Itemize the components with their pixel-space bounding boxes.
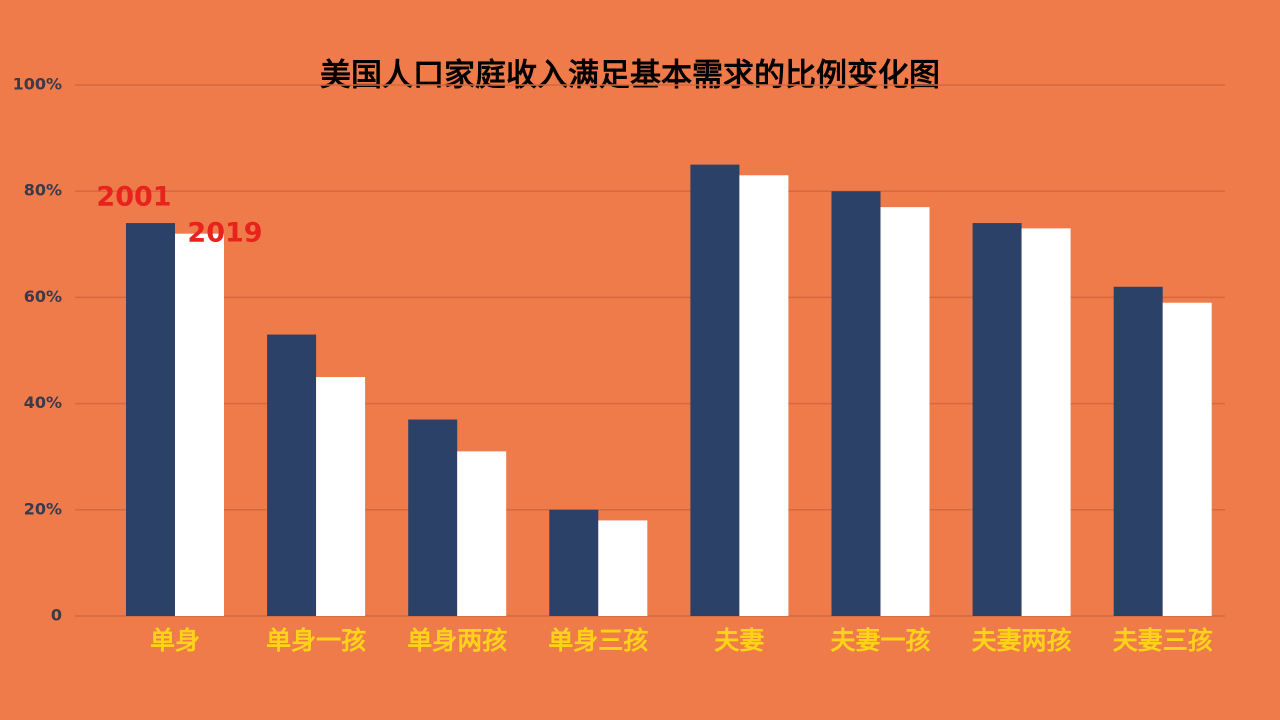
bar (1113, 286, 1163, 616)
bar (126, 223, 175, 616)
x-tick-label: 夫妻 (714, 626, 764, 655)
chart-title: 美国人口家庭收入满足基本需求的比例变化图 (320, 58, 940, 94)
bar (267, 334, 317, 616)
legend-label: 2019 (187, 218, 262, 249)
x-tick-label: 单身一孩 (266, 626, 366, 655)
bar (598, 520, 648, 616)
bar (316, 377, 366, 616)
y-tick-label: 80% (24, 181, 62, 200)
legend-label: 2001 (96, 182, 171, 213)
y-tick-label: 20% (24, 499, 62, 518)
x-tick-label: 单身两孩 (407, 626, 507, 655)
bar (549, 509, 599, 616)
bar (1162, 302, 1212, 616)
bar (739, 175, 789, 616)
x-tick-label: 夫妻两孩 (972, 626, 1072, 655)
bar (831, 191, 881, 616)
x-tick-label: 单身三孩 (548, 626, 648, 655)
y-tick-label: 60% (24, 287, 62, 306)
y-tick-label: 0 (51, 606, 62, 625)
y-tick-label: 100% (13, 75, 62, 94)
bar (175, 233, 224, 616)
bar (408, 419, 458, 616)
x-tick-label: 夫妻三孩 (1113, 626, 1213, 655)
bar (880, 207, 930, 616)
bar (690, 164, 740, 616)
x-tick-label: 单身 (150, 626, 200, 655)
bar (1021, 228, 1071, 616)
x-tick-label: 夫妻一孩 (830, 626, 930, 655)
bar (972, 223, 1022, 616)
bar (457, 451, 507, 616)
y-tick-label: 40% (24, 393, 62, 412)
